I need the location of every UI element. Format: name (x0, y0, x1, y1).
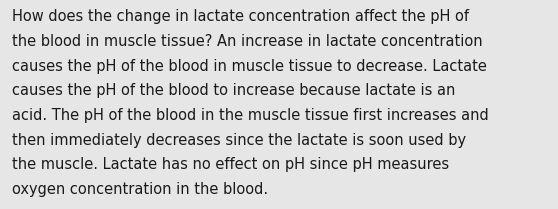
Text: oxygen concentration in the blood.: oxygen concentration in the blood. (12, 182, 268, 197)
Text: causes the pH of the blood in muscle tissue to decrease. Lactate: causes the pH of the blood in muscle tis… (12, 59, 487, 74)
Text: How does the change in lactate concentration affect the pH of: How does the change in lactate concentra… (12, 9, 469, 24)
Text: causes the pH of the blood to increase because lactate is an: causes the pH of the blood to increase b… (12, 83, 456, 98)
Text: acid. The pH of the blood in the muscle tissue first increases and: acid. The pH of the blood in the muscle … (12, 108, 489, 123)
Text: the blood in muscle tissue? An increase in lactate concentration: the blood in muscle tissue? An increase … (12, 34, 483, 49)
Text: the muscle. Lactate has no effect on pH since pH measures: the muscle. Lactate has no effect on pH … (12, 157, 449, 172)
Text: then immediately decreases since the lactate is soon used by: then immediately decreases since the lac… (12, 133, 466, 148)
